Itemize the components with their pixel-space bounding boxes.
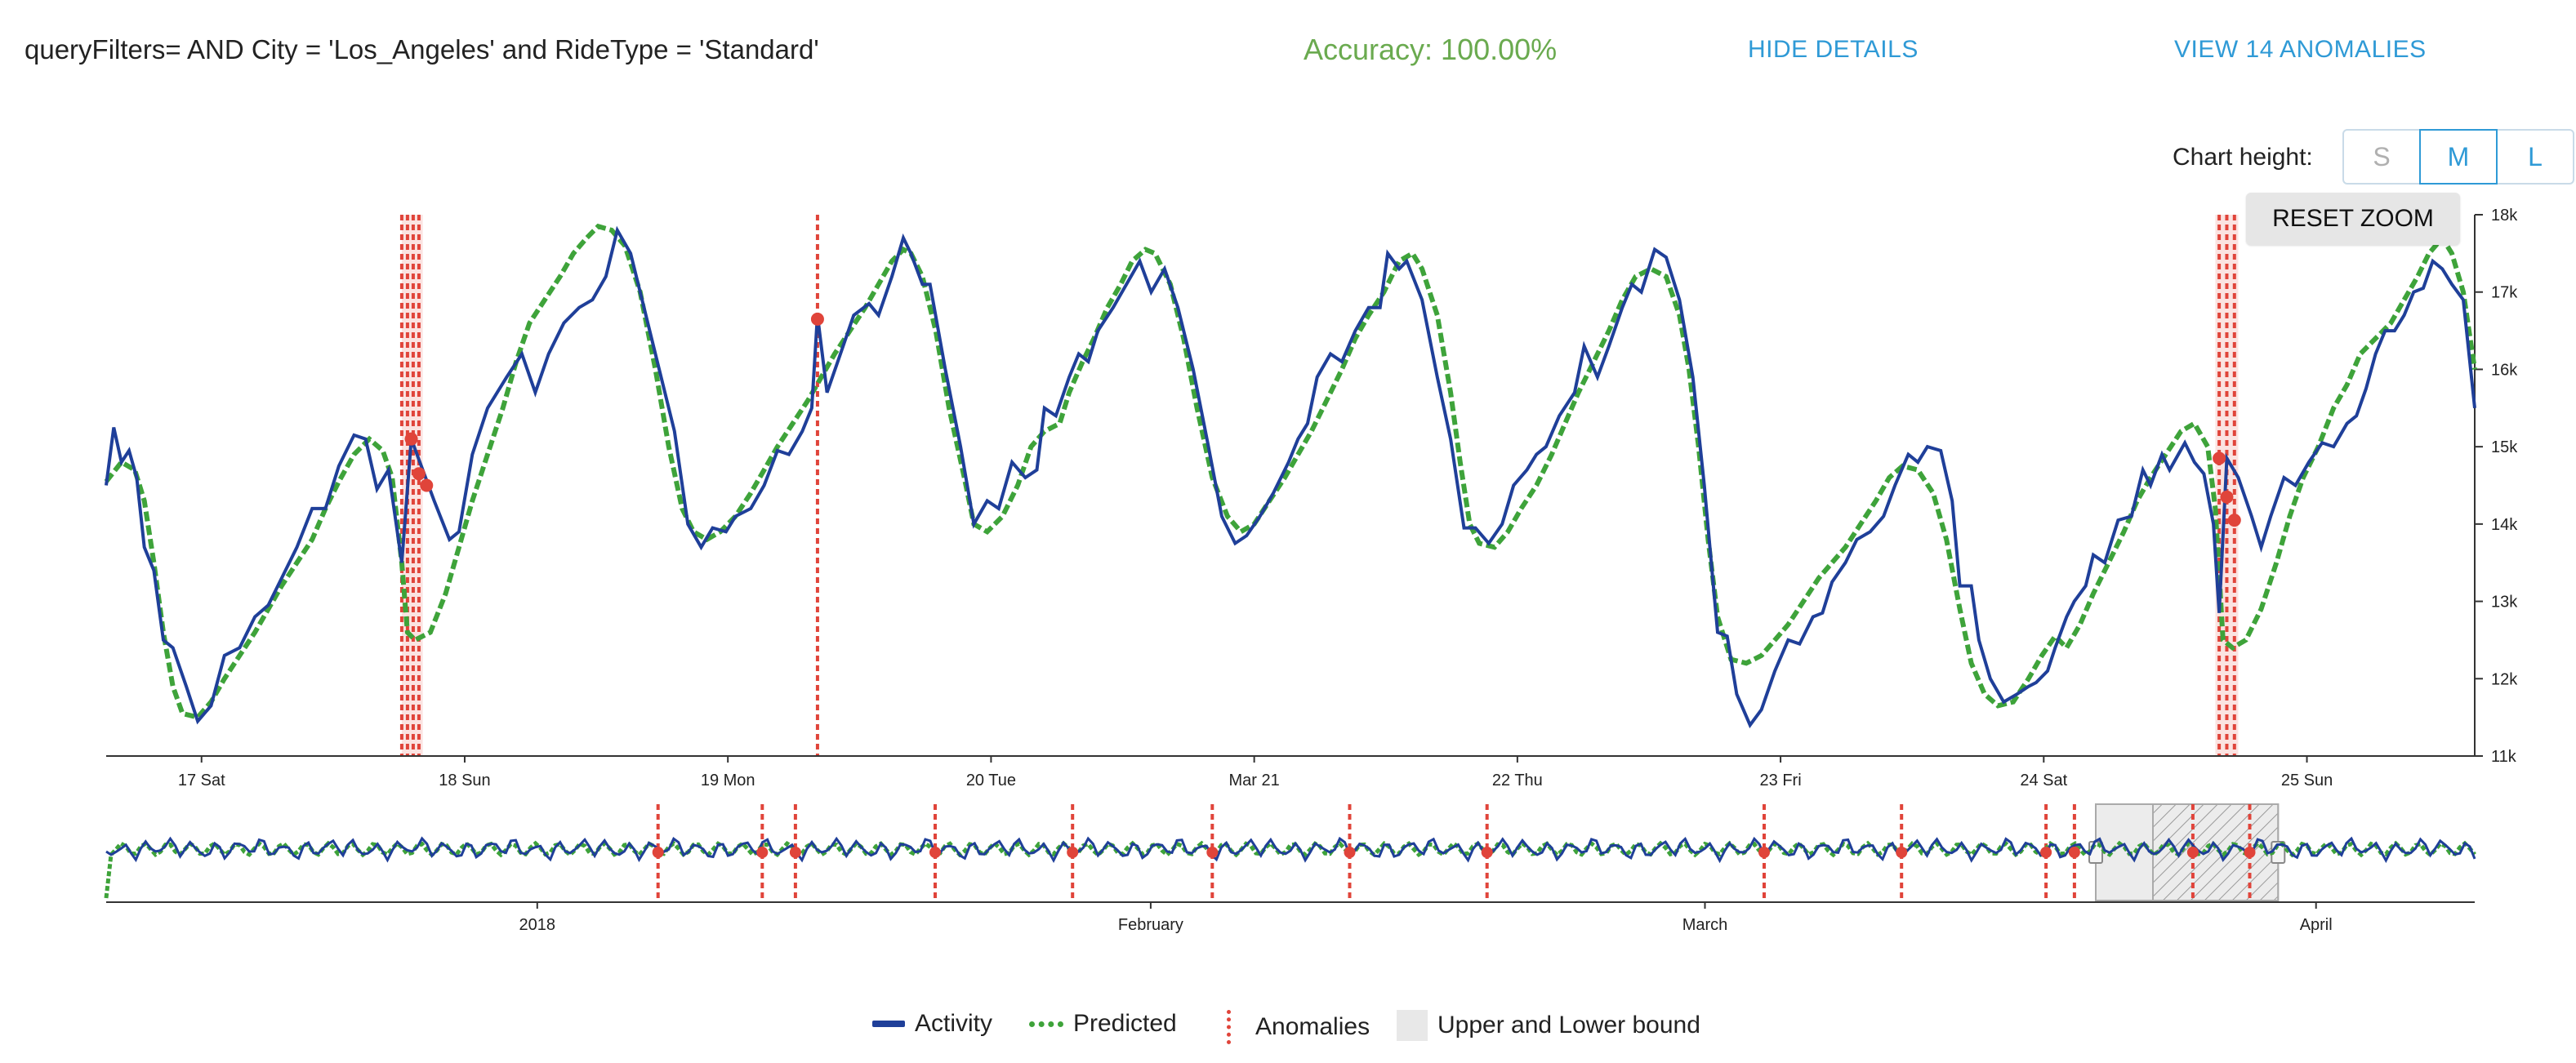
chart-height-label: Chart height:	[2173, 144, 2313, 171]
anomaly-markers[interactable]	[404, 312, 2241, 527]
main-y-ticks: 11k 12k 13k 14k 15k 16k 17k 18k	[2475, 207, 2518, 766]
navigator-anomaly-marker	[1896, 847, 1908, 858]
y-tick-label: 16k	[2491, 361, 2518, 379]
legend-anomalies[interactable]: Anomalies	[1222, 1010, 1370, 1044]
navigator-tick-label: 2018	[519, 916, 556, 934]
anomaly-marker[interactable]	[810, 312, 824, 326]
navigator-tick-label: April	[2300, 916, 2333, 934]
legend-predicted-label: Predicted	[1073, 1010, 1177, 1037]
predicted-series-line[interactable]	[104, 223, 2477, 720]
anomalies-swatch-icon	[1227, 1010, 1231, 1044]
navigator-anomaly-marker	[929, 847, 941, 858]
navigator-selected-range[interactable]	[2088, 803, 2286, 901]
navigator-anomaly-markers	[652, 847, 2256, 858]
legend-predicted[interactable]: Predicted	[1029, 1010, 1177, 1038]
navigator-activity-line	[105, 836, 2476, 864]
navigator-anomaly-marker	[2244, 847, 2256, 858]
anomaly-marker[interactable]	[412, 467, 426, 481]
navigator[interactable]: 2018 February March April	[104, 803, 2476, 934]
navigator-anomaly-marker	[789, 847, 801, 858]
navigator-anomaly-marker	[1067, 847, 1079, 858]
navigator-x-ticks: 2018 February March April	[519, 902, 2333, 934]
y-tick-label: 17k	[2491, 284, 2518, 302]
predicted-swatch-icon	[1029, 1021, 1063, 1027]
chart-height-toggle: S M L	[2342, 129, 2574, 185]
y-tick-label: 14k	[2491, 516, 2518, 534]
navigator-anomaly-marker	[1344, 847, 1356, 858]
legend-bounds[interactable]: Upper and Lower bound	[1397, 1010, 1700, 1041]
navigator-anomaly-marker	[2068, 847, 2080, 858]
anomaly-marker[interactable]	[420, 478, 434, 492]
navigator-anomaly-marker	[652, 847, 664, 858]
navigator-tick-label: February	[1118, 916, 1183, 934]
legend-bounds-label: Upper and Lower bound	[1437, 1012, 1700, 1039]
anomaly-marker[interactable]	[2213, 451, 2226, 465]
view-anomalies-button[interactable]: VIEW 14 ANOMALIES	[2174, 36, 2427, 63]
accuracy-label: Accuracy: 100.00%	[1304, 33, 1558, 66]
navigator-hatch	[2152, 803, 2280, 901]
navigator-anomaly-marker	[2186, 847, 2199, 858]
hide-details-button[interactable]: HIDE DETAILS	[1748, 36, 1919, 63]
navigator-anomaly-marker	[1206, 847, 1219, 858]
legend: Activity Predicted Anomalies Upper and L…	[0, 1000, 2576, 1049]
x-tick-label: 22 Thu	[1492, 772, 1543, 789]
legend-activity-label: Activity	[915, 1010, 993, 1037]
x-tick-label: 20 Tue	[966, 772, 1016, 789]
anomaly-marker[interactable]	[2220, 490, 2234, 504]
x-tick-label: Mar 21	[1229, 772, 1280, 789]
y-tick-label: 18k	[2491, 207, 2518, 225]
activity-series-line[interactable]	[105, 225, 2476, 729]
x-tick-label: 17 Sat	[178, 772, 225, 789]
y-tick-label: 15k	[2491, 438, 2518, 456]
y-tick-label: 11k	[2491, 748, 2517, 766]
x-tick-label: 24 Sat	[2020, 772, 2067, 789]
navigator-anomaly-marker	[1758, 847, 1770, 858]
reset-zoom-button[interactable]: RESET ZOOM	[2246, 193, 2460, 245]
x-tick-label: 23 Fri	[1760, 772, 1802, 789]
navigator-anomaly-marker	[1481, 847, 1493, 858]
navigator-anomaly-marker	[2040, 847, 2052, 858]
x-tick-label: 19 Mon	[701, 772, 755, 789]
navigator-predicted-line	[104, 840, 2476, 899]
legend-anomalies-label: Anomalies	[1255, 1013, 1370, 1040]
x-tick-label: 18 Sun	[439, 772, 490, 789]
y-tick-label: 13k	[2491, 594, 2518, 612]
anomaly-marker[interactable]	[2227, 514, 2241, 527]
legend-activity[interactable]: Activity	[872, 1010, 992, 1038]
chart-height-s-button[interactable]: S	[2342, 129, 2421, 185]
bounds-swatch-icon	[1397, 1010, 1428, 1041]
query-filters: queryFilters= AND City = 'Los_Angeles' a…	[25, 34, 819, 64]
anomaly-lines	[399, 215, 2236, 756]
navigator-tick-label: March	[1682, 916, 1728, 934]
chart-height-l-button[interactable]: L	[2496, 129, 2574, 185]
main-x-ticks: 17 Sat 18 Sun 19 Mon 20 Tue Mar 21 22 Thu 23 F…	[178, 756, 2333, 789]
chart-height-m-button[interactable]: M	[2419, 129, 2498, 185]
y-tick-label: 12k	[2491, 670, 2518, 688]
navigator-anomaly-marker	[756, 847, 769, 858]
x-tick-label: 25 Sun	[2281, 772, 2333, 789]
anomaly-marker[interactable]	[404, 432, 418, 446]
top-bar: queryFilters= AND City = 'Los_Angeles' a…	[0, 0, 2576, 98]
activity-swatch-icon	[872, 1021, 905, 1027]
